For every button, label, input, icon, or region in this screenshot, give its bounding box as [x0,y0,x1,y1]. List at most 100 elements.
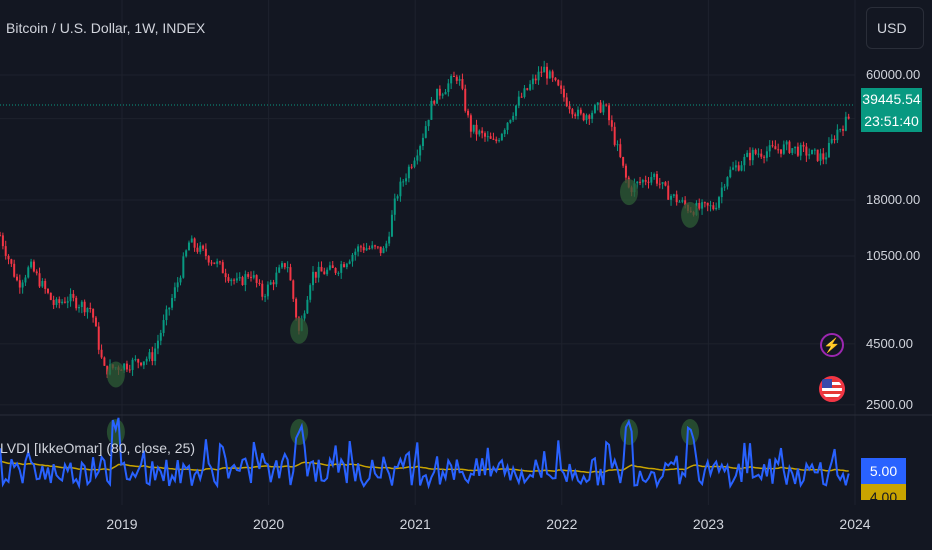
candle-body [134,359,137,361]
candle-body [405,178,408,182]
candle-body [836,129,839,141]
y-tick-label: 10500.00 [866,247,921,263]
x-tick-label: 2024 [839,516,871,532]
candle-body [38,273,41,287]
candle-body [562,88,565,98]
candle-body [760,153,763,157]
candle-body [546,66,549,79]
candle-body [221,262,224,274]
candle-body [47,288,50,293]
candle-body [599,102,602,113]
candle-body [247,274,250,277]
candle-body [780,149,783,154]
candle-body [202,245,205,249]
candle-body [565,97,568,107]
candle-body [154,348,157,362]
candle-body [235,278,238,281]
candle-body [75,297,78,309]
candle-body [399,181,402,197]
candle-body [145,358,148,362]
candle-body [464,88,467,111]
indicator-value-tag: 5.00 [861,458,906,484]
candle-body [802,144,805,147]
candle-body [78,307,81,309]
candle-body [173,287,176,298]
candle-body [156,340,159,349]
candle-body [799,144,802,156]
candle-body [588,115,591,119]
x-tick-label: 2023 [692,516,724,532]
candle-body [610,120,613,127]
candle-body [159,332,162,341]
candle-body [252,275,255,278]
candle-body [765,151,768,158]
candle-body [481,130,484,134]
candle-body [475,124,478,135]
candle-body [123,363,126,371]
candle-body [709,205,712,207]
candle-body [811,149,814,155]
bottom-signal-marker [681,201,700,228]
candle-body [444,92,447,95]
candle-body [272,282,275,285]
bottom-signal-marker [619,179,638,206]
candle-body [537,71,540,81]
candle-body [703,202,706,204]
candle-body [678,201,681,203]
candle-body [706,202,709,206]
candle-body [224,273,227,278]
candle-body [264,296,267,298]
candle-body [495,139,498,142]
candle-body [351,254,354,262]
candle-body [763,156,766,158]
candle-body [216,261,219,264]
candle-body [557,80,560,86]
candle-body [622,156,625,166]
candle-body [230,279,233,282]
candle-body [207,256,210,263]
candle-body [190,238,193,243]
candle-body [80,301,83,308]
candle-body [531,78,534,85]
candle-body [596,102,599,106]
candle-body [593,105,596,113]
candle-body [204,248,207,257]
candle-body [639,181,642,183]
candle-body [340,264,343,273]
candle-body [472,124,475,132]
bar-countdown: 23:51:40 [864,113,919,129]
candle-body [357,246,360,252]
candle-body [320,266,323,272]
candle-body [737,165,740,171]
indicator-line [0,417,850,490]
candle-body [467,110,470,116]
candle-body [244,274,247,285]
currency-button[interactable]: USD [866,7,924,49]
candle-body [517,96,520,106]
lightning-icon[interactable]: ⚡ [820,333,844,357]
candle-body [165,309,168,321]
candle-body [720,187,723,198]
candle-body [794,146,797,149]
candle-body [83,301,86,313]
candle-body [616,144,619,146]
candle-body [489,136,492,139]
us-flag-icon[interactable] [819,376,845,402]
candle-body [295,298,298,318]
candle-body [661,182,664,184]
candle-body [281,263,284,268]
candle-body [650,177,653,183]
candle-body [816,149,819,161]
candle-body [740,165,743,171]
candle-body [86,307,89,313]
candle-body [681,200,684,202]
candle-body [345,263,348,268]
candle-body [492,138,495,140]
candle-body [438,88,441,96]
candle-body [748,152,751,161]
candle-body [757,153,760,155]
candle-body [69,293,72,302]
candle-body [278,267,281,273]
candle-body [402,181,405,183]
